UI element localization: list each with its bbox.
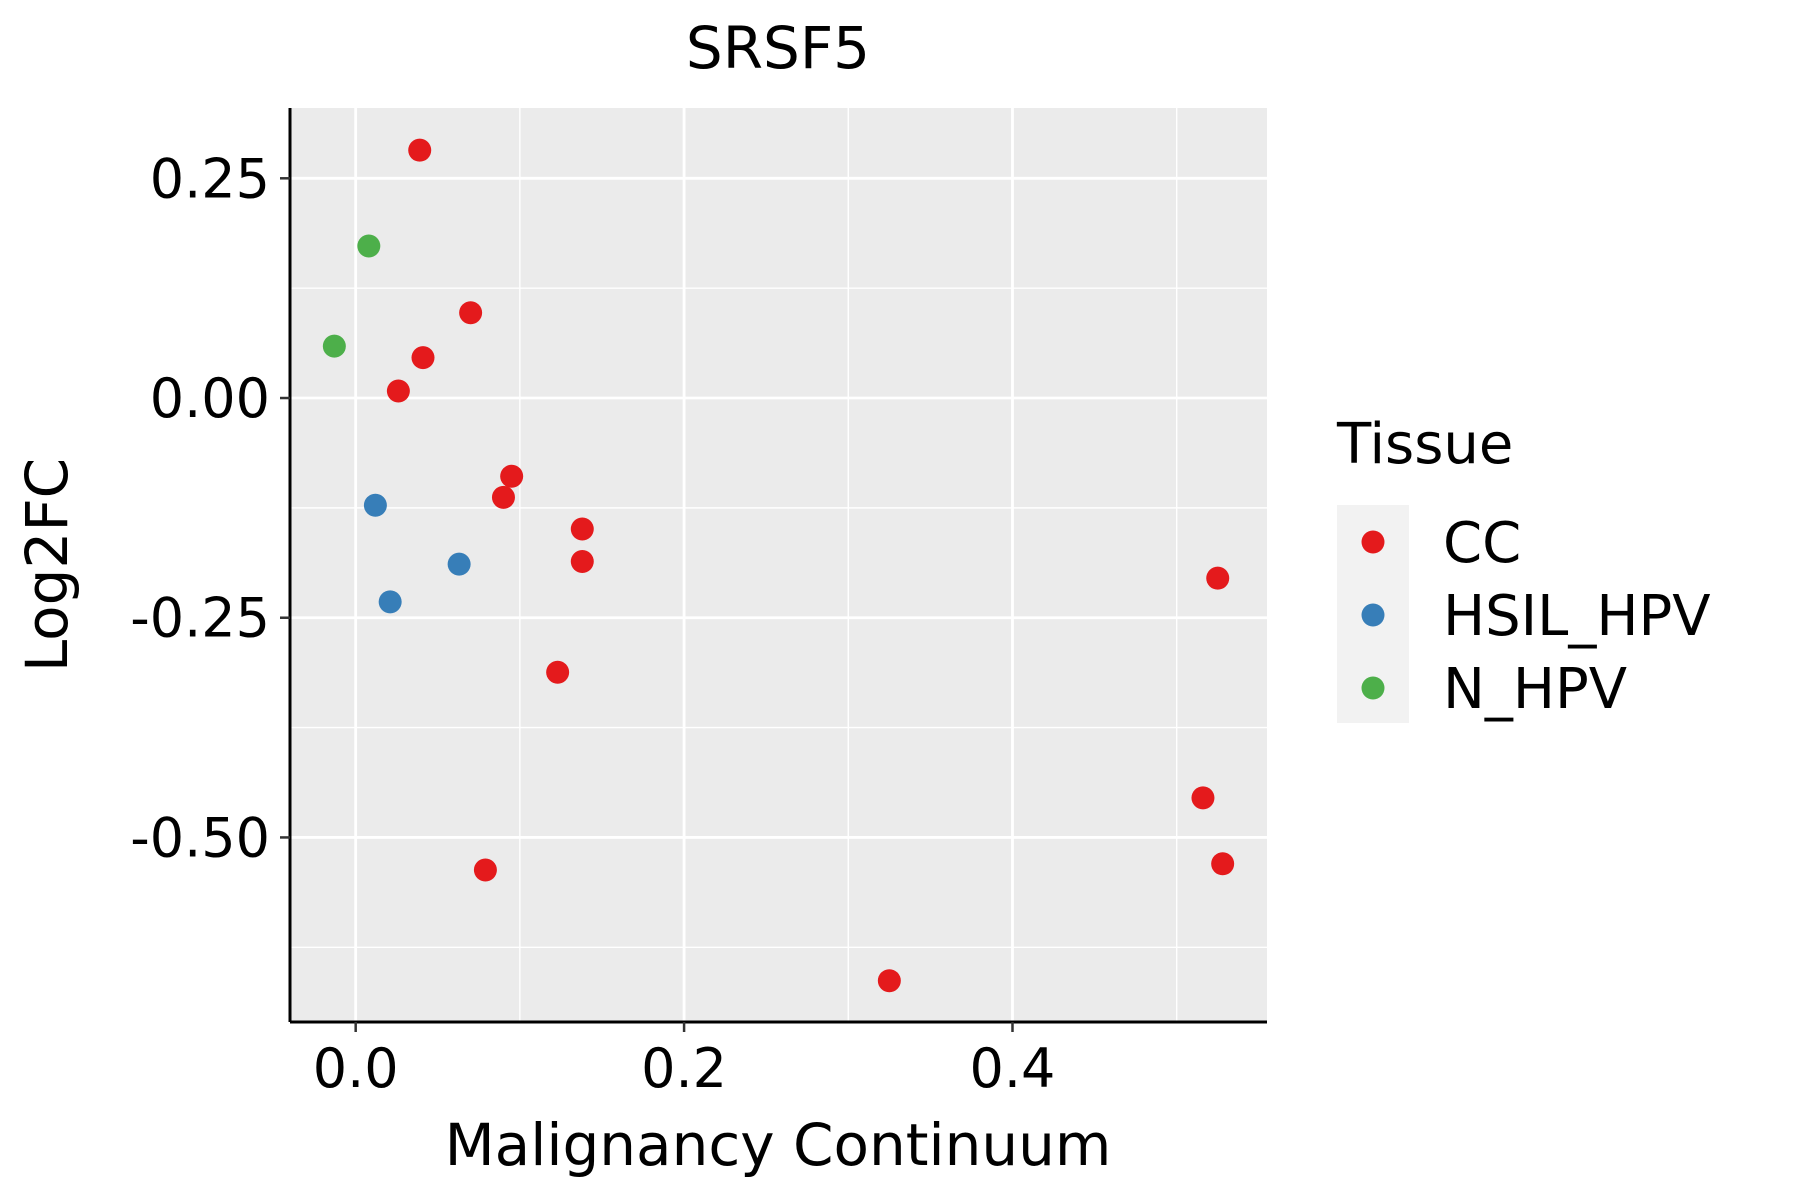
- chart-title: SRSF5: [686, 14, 870, 82]
- y-axis-ticks: 0.25 0.00 -0.25 -0.50: [130, 147, 290, 869]
- legend-label: N_HPV: [1443, 657, 1627, 722]
- minor-gridlines: [290, 108, 1267, 1022]
- point-cc: [411, 346, 435, 370]
- y-axis-title: Log2FC: [13, 458, 81, 672]
- plot-panel: [290, 108, 1267, 1022]
- point-cc: [408, 138, 432, 162]
- point-cc: [386, 379, 410, 403]
- point-n-hpv: [322, 334, 346, 358]
- y-tick-label: 0.00: [150, 367, 270, 430]
- major-gridlines: [290, 108, 1267, 1022]
- point-hsil-hpv: [378, 590, 402, 614]
- y-tick-label: -0.50: [130, 806, 270, 869]
- x-axis-ticks: 0.0 0.2 0.4: [313, 1022, 1056, 1100]
- x-axis-title: Malignancy Continuum: [445, 1111, 1112, 1179]
- point-hsil-hpv: [447, 552, 471, 576]
- legend: Tissue CC HSIL_HPV N_HPV: [1336, 412, 1711, 723]
- y-tick-label: -0.25: [130, 587, 270, 650]
- point-cc: [1191, 786, 1215, 810]
- point-cc: [1211, 852, 1235, 876]
- point-cc: [473, 858, 497, 882]
- axes: [288, 108, 1267, 1024]
- x-tick-label: 0.2: [641, 1037, 727, 1100]
- x-tick-label: 0.0: [313, 1037, 399, 1100]
- point-hsil-hpv: [363, 493, 387, 517]
- point-cc: [570, 517, 594, 541]
- legend-marker-n-hpv: [1361, 676, 1385, 700]
- point-cc: [500, 464, 524, 488]
- x-tick-label: 0.4: [970, 1037, 1056, 1100]
- legend-marker-cc: [1361, 530, 1385, 554]
- data-points: [322, 138, 1235, 993]
- point-cc: [491, 485, 515, 509]
- legend-title: Tissue: [1336, 412, 1513, 477]
- point-cc: [546, 660, 570, 684]
- point-cc: [877, 969, 901, 993]
- point-cc: [1206, 566, 1230, 590]
- legend-marker-hsil-hpv: [1361, 603, 1385, 627]
- point-n-hpv: [357, 234, 381, 258]
- point-cc: [459, 301, 483, 325]
- legend-label: CC: [1443, 511, 1521, 576]
- legend-items: CC HSIL_HPV N_HPV: [1361, 511, 1711, 722]
- legend-label: HSIL_HPV: [1443, 584, 1711, 649]
- point-cc: [570, 549, 594, 573]
- y-tick-label: 0.25: [150, 147, 270, 210]
